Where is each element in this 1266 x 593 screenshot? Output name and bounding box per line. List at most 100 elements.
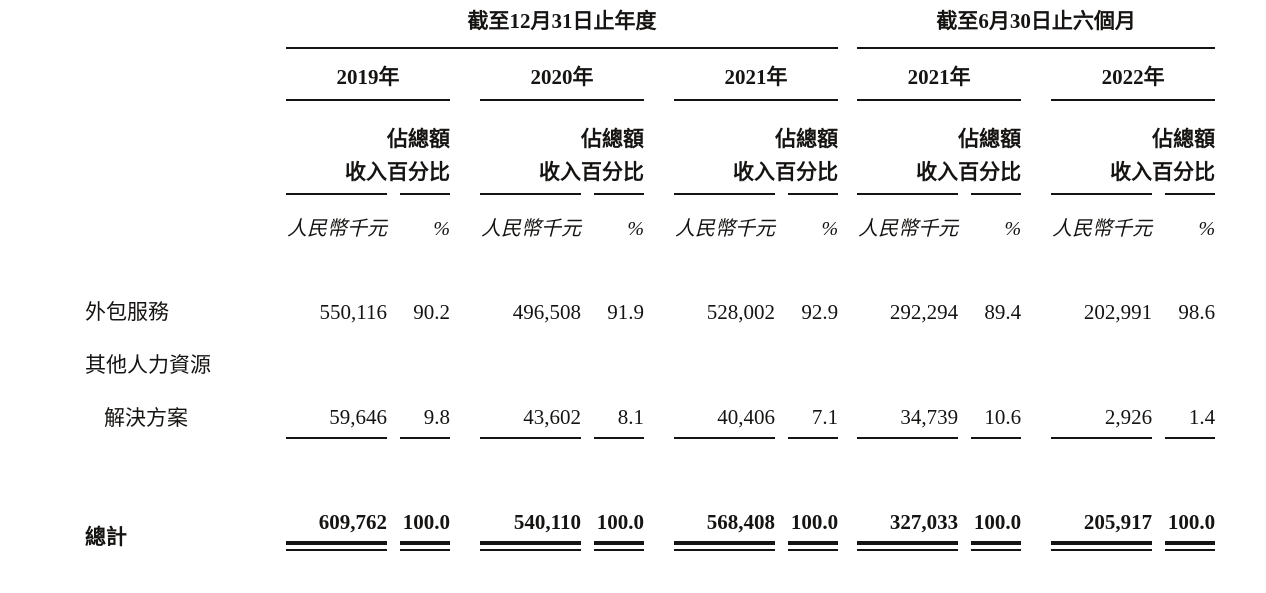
column-gap [387, 299, 400, 325]
total-percentage-value: 100.0 [594, 508, 644, 551]
double-rule [594, 541, 644, 551]
column-gap [644, 378, 674, 438]
percentage-value: 10.6 [971, 378, 1022, 439]
unit-percentage-label: % [1004, 218, 1022, 240]
column-gap [1152, 194, 1165, 242]
total-value-text: 205,917 [1083, 510, 1153, 534]
column-gap [450, 100, 480, 152]
total-percentage-value: 100.0 [1165, 508, 1216, 551]
column-gap [1021, 299, 1051, 325]
percentage-column-header: 百分比 [775, 152, 839, 195]
spacer-cell [85, 152, 286, 194]
column-gap [1152, 299, 1165, 325]
revenue-column-header: 收入 [480, 152, 581, 195]
unit-percentage-label: % [1198, 218, 1216, 240]
double-rule [286, 541, 387, 551]
share-of-total-header: 佔總額 [958, 127, 1022, 151]
percentage-value: 9.8 [400, 378, 450, 439]
column-gap [450, 48, 480, 100]
table-row-other-hr-values: 解決方案 59,646 9.8 43,602 8.1 40,406 7.1 34… [85, 378, 1216, 439]
spacer-cell [480, 100, 594, 152]
percentage-column-header: 百分比 [958, 152, 1022, 195]
spacer-cell [1051, 100, 1165, 152]
column-gap [775, 299, 788, 325]
percentage-value: 7.1 [788, 378, 839, 439]
year-header-row: 2019年 2020年 2021年 2021年 2022年 [85, 48, 1216, 101]
revenue-breakdown-table-page: 截至12月31日止年度 截至6月30日止六個月 2019年 2020年 2021… [85, 8, 1216, 551]
percentage-column-header: 百分比 [1152, 152, 1216, 195]
double-rule [788, 541, 839, 551]
table-row-other-hr-label: 其他人力資源 [85, 325, 1215, 378]
total-value-text: 100.0 [790, 510, 839, 534]
double-rule [674, 541, 775, 551]
unit-revenue-label: 人民幣千元 [858, 218, 959, 240]
spacer-cell [286, 325, 1215, 378]
percentage-value: 91.9 [607, 300, 644, 324]
revenue-column-header: 收入 [1051, 152, 1153, 195]
row-label: 解決方案 [104, 406, 188, 430]
revenue-value: 43,602 [480, 378, 581, 439]
year-header-2021-interim: 2021年 [857, 48, 1022, 101]
column-gap [1152, 378, 1165, 438]
total-revenue-value: 205,917 [1051, 508, 1153, 551]
unit-revenue-label: 人民幣千元 [675, 218, 775, 240]
total-value-text: 327,033 [889, 510, 959, 534]
double-rule [1165, 541, 1216, 551]
vertical-spacer [85, 438, 1215, 508]
revenue-value: 292,294 [889, 300, 959, 324]
column-gap [387, 378, 400, 438]
total-percentage-value: 100.0 [788, 508, 839, 551]
column-gap [1021, 194, 1051, 242]
column-gap [1152, 508, 1165, 551]
unit-percentage-label: % [433, 218, 450, 240]
total-value-text: 568,408 [706, 510, 775, 534]
period-group-interim: 截至6月30日止六個月 [857, 8, 1216, 49]
total-value-text: 609,762 [318, 510, 387, 534]
year-header-2020: 2020年 [480, 48, 644, 101]
column-gap [450, 508, 480, 551]
table-row-total: 總計 609,762 100.0 540,110 100.0 568,408 1… [85, 508, 1216, 551]
total-value-text: 540,110 [513, 510, 581, 534]
column-gap [581, 378, 594, 438]
year-header-2022-interim: 2022年 [1051, 48, 1216, 101]
period-group-row: 截至12月31日止年度 截至6月30日止六個月 [85, 8, 1216, 49]
column-gap [644, 299, 674, 325]
total-label: 總計 [85, 525, 127, 549]
column-gap [838, 378, 857, 438]
spacer-cell [85, 194, 286, 242]
revenue-value: 2,926 [1051, 378, 1153, 439]
column-gap [958, 508, 971, 551]
percentage-value: 89.4 [984, 300, 1022, 324]
total-value-text: 100.0 [973, 510, 1022, 534]
share-of-total-row: 佔總額 佔總額 佔總額 佔總額 佔總額 [85, 100, 1215, 152]
double-rule [400, 541, 450, 551]
revenue-value: 202,991 [1083, 300, 1153, 324]
total-value-text: 100.0 [402, 510, 450, 534]
total-value-text: 100.0 [596, 510, 644, 534]
unit-revenue-label: 人民幣千元 [1052, 218, 1153, 240]
percentage-column-header: 百分比 [581, 152, 644, 195]
spacer-cell [838, 8, 857, 48]
column-gap [387, 508, 400, 551]
column-gap [838, 508, 857, 551]
percentage-column-header: 百分比 [387, 152, 450, 195]
column-gap [775, 508, 788, 551]
column-gap [958, 378, 971, 438]
share-of-total-header: 佔總額 [581, 127, 644, 151]
revenue-value: 34,739 [857, 378, 959, 439]
column-gap [1021, 508, 1051, 551]
total-revenue-value: 327,033 [857, 508, 959, 551]
column-gap [450, 299, 480, 325]
column-gap [958, 194, 971, 242]
column-gap [1021, 100, 1051, 152]
total-percentage-value: 100.0 [971, 508, 1022, 551]
share-of-total-header: 佔總額 [387, 127, 450, 151]
unit-percentage-label: % [627, 218, 644, 240]
spacer-cell [85, 100, 286, 152]
column-gap [958, 299, 971, 325]
column-gap [644, 48, 674, 100]
percentage-value: 8.1 [594, 378, 644, 439]
column-gap [838, 194, 857, 242]
column-gap [450, 378, 480, 438]
revenue-breakdown-table: 截至12月31日止年度 截至6月30日止六個月 2019年 2020年 2021… [85, 8, 1216, 551]
